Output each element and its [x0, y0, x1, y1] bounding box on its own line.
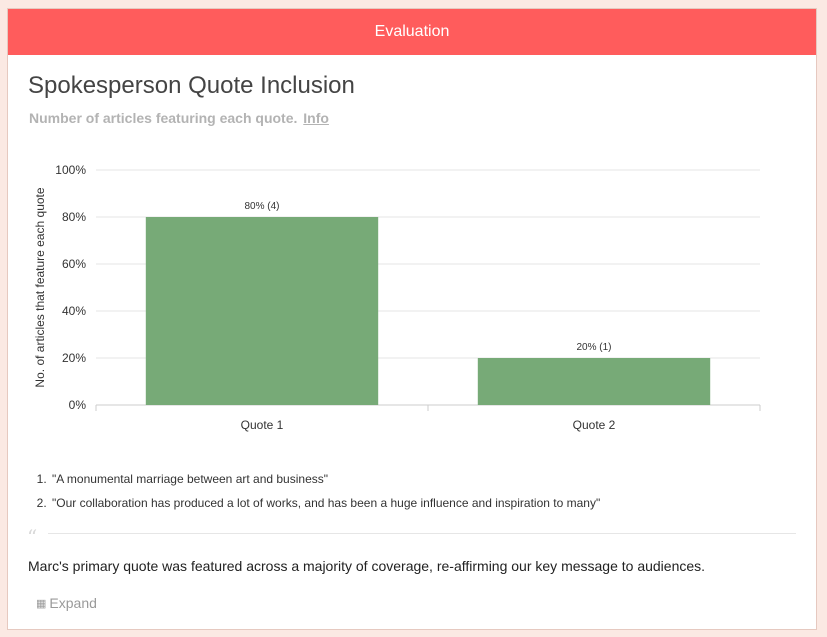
bar-chart: 0% 20% 40% 60% 80% 100% No. of articles that f… [33, 163, 761, 432]
x-tick-label: Quote 2 [573, 418, 616, 432]
quote-mark-icon: “ [27, 525, 38, 549]
quote-item: "A monumental marriage between art and b… [50, 467, 600, 491]
data-label: 80% (4) [244, 201, 279, 212]
divider [48, 533, 796, 534]
expand-label: Expand [49, 595, 97, 611]
card-title: Spokesperson Quote Inclusion [28, 72, 355, 99]
y-tick-label: 0% [69, 398, 87, 412]
info-link[interactable]: Info [303, 110, 329, 126]
quote-list: "A monumental marriage between art and b… [28, 467, 600, 515]
subtitle-text: Number of articles featuring each quote. [29, 110, 298, 126]
x-tick-label: Quote 1 [241, 418, 284, 432]
data-label: 20% (1) [576, 342, 611, 353]
bar [145, 217, 379, 405]
summary-text: Marc's primary quote was featured across… [28, 558, 706, 574]
card-subtitle: Number of articles featuring each quote.… [29, 110, 329, 126]
y-tick-label: 80% [62, 210, 86, 224]
card-header: Evaluation [8, 9, 816, 55]
y-tick-label: 60% [62, 257, 86, 271]
y-tick-label: 100% [55, 163, 86, 177]
y-tick-label: 20% [62, 351, 86, 365]
bar [477, 358, 711, 405]
quote-item: "Our collaboration has produced a lot of… [50, 491, 600, 515]
y-tick-label: 40% [62, 304, 86, 318]
y-axis-label: No. of articles that feature each quote [33, 187, 47, 387]
evaluation-card: Evaluation Spokesperson Quote Inclusion … [7, 8, 817, 630]
header-title: Evaluation [374, 23, 450, 40]
expand-icon: ▦ [36, 597, 47, 610]
expand-button[interactable]: ▦ Expand [36, 595, 97, 611]
